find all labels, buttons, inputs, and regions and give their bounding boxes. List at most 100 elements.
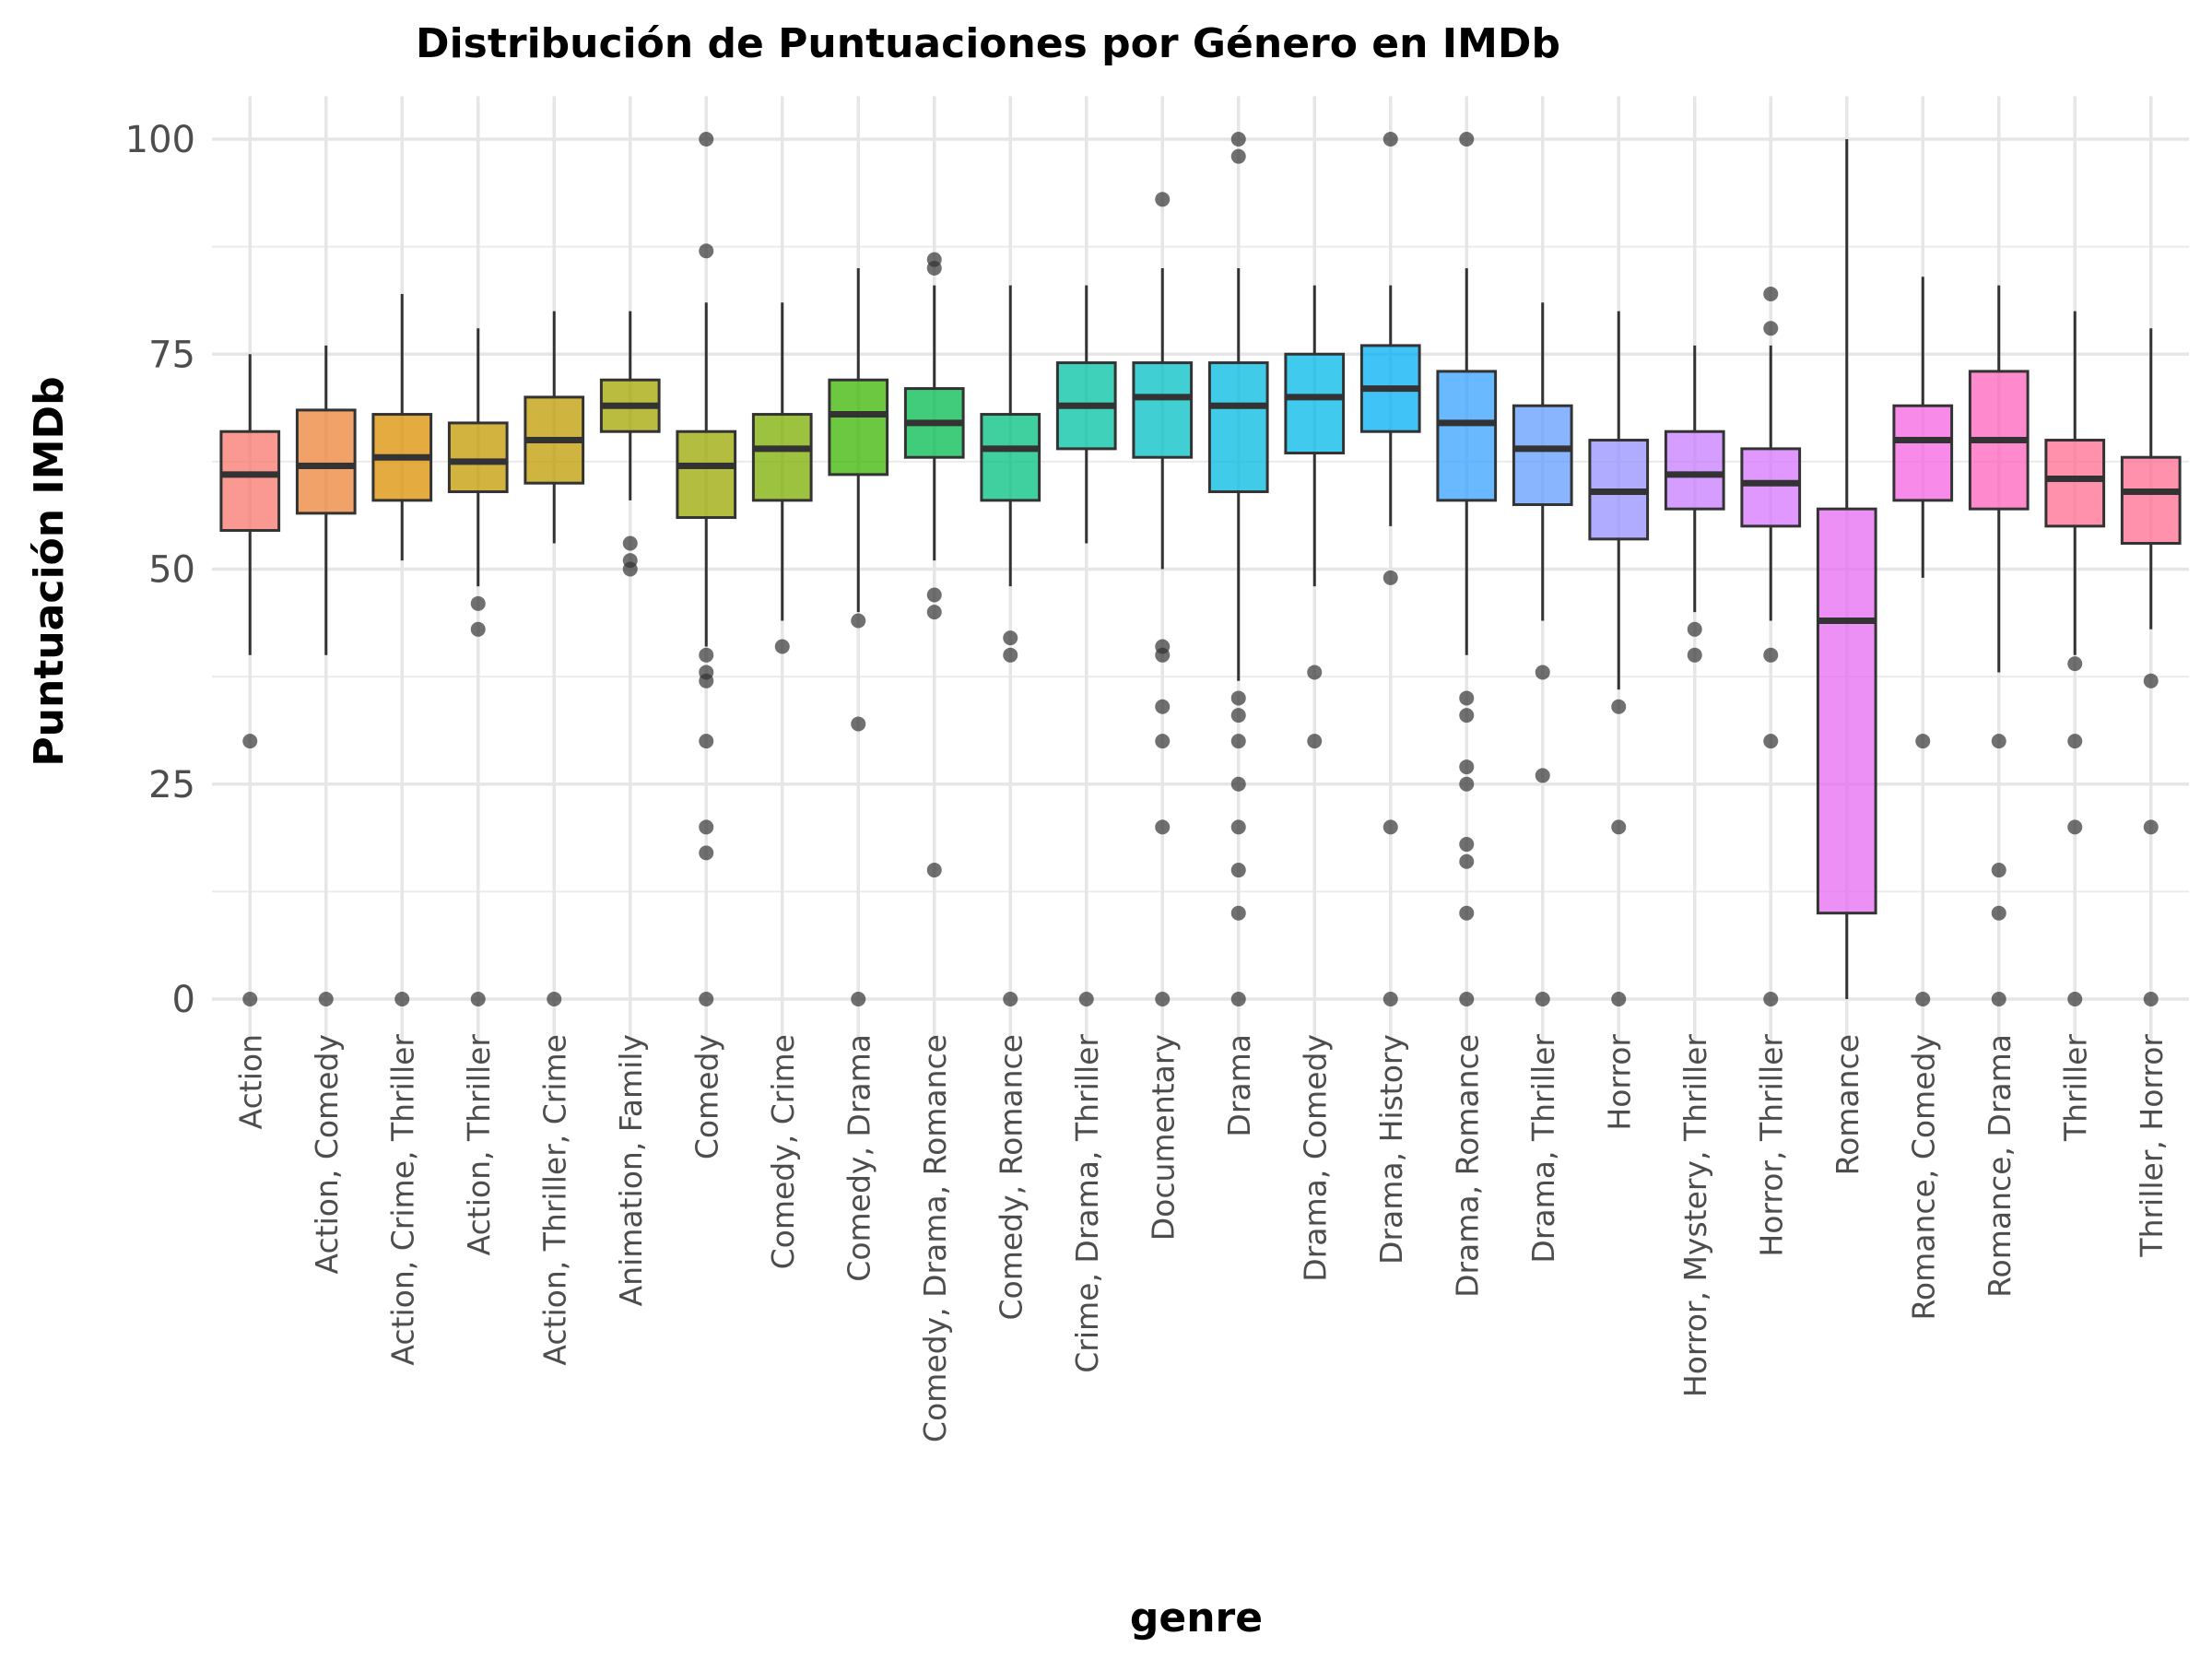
outlier-point (242, 992, 258, 1006)
outlier-point (1459, 759, 1475, 775)
outlier-point (1382, 819, 1398, 835)
outlier-point (622, 535, 638, 551)
x-tick-label: Drama (1221, 1034, 1257, 1137)
outlier-point (318, 992, 334, 1006)
outlier-point (1382, 132, 1398, 147)
outlier-point (1459, 708, 1475, 724)
x-tick-label: Animation, Family (613, 1034, 649, 1306)
outlier-point (1230, 734, 1246, 749)
box-body (828, 378, 889, 477)
box-14 (1207, 132, 1269, 1006)
x-tick-label: Romance, Drama (1982, 1034, 2018, 1298)
box-15 (1284, 285, 1346, 749)
x-tick-label: Comedy, Drama, Romance (917, 1034, 953, 1442)
box-body (751, 413, 813, 502)
box-12 (1055, 285, 1117, 1006)
boxes-layer (219, 132, 2182, 1006)
outlier-point (1003, 647, 1018, 663)
outlier-point (1307, 734, 1323, 749)
outlier-point (1687, 647, 1702, 663)
outlier-point (1078, 992, 1094, 1006)
box-21 (1740, 286, 1802, 1006)
box-5 (524, 311, 585, 1006)
outlier-point (1459, 776, 1475, 792)
outlier-point (242, 734, 258, 749)
x-tick-label: Horror, Mystery, Thriller (1677, 1034, 1713, 1398)
box-10 (903, 252, 965, 878)
outlier-point (851, 613, 866, 629)
box-22 (1816, 139, 1877, 999)
outlier-point (2067, 819, 2083, 835)
box-body (1740, 447, 1802, 528)
box-3 (371, 293, 433, 1006)
box-body (1512, 404, 1573, 507)
outlier-point (774, 639, 790, 654)
box-body (1892, 404, 1954, 502)
box-24 (1968, 285, 2030, 1006)
x-tick-label: Drama, Romance (1449, 1034, 1485, 1298)
outlier-point (1763, 321, 1779, 336)
box-16 (1359, 132, 1421, 1006)
outlier-point (470, 621, 486, 637)
outlier-point (1687, 621, 1702, 637)
outlier-point (1230, 819, 1246, 835)
box-body (980, 413, 1041, 502)
outlier-point (470, 595, 486, 611)
box-body (1816, 507, 1877, 915)
x-tick-label: Comedy (688, 1034, 724, 1159)
outlier-point (851, 716, 866, 732)
outlier-point (926, 605, 942, 620)
x-tick-label: Action, Thriller (461, 1034, 497, 1256)
outlier-point (2067, 992, 2083, 1006)
box-body (1284, 352, 1346, 455)
outlier-point (1611, 699, 1627, 714)
outlier-point (926, 863, 942, 878)
outlier-point (1382, 570, 1398, 585)
box-11 (980, 285, 1041, 1006)
x-tick-label: Comedy, Drama (841, 1034, 877, 1282)
x-axis-title: genre (1130, 1594, 1263, 1641)
outlier-point (699, 734, 714, 749)
box-2 (295, 345, 357, 1006)
outlier-point (2143, 992, 2159, 1006)
outlier-point (1155, 992, 1171, 1006)
x-tick-label: Thriller, Horror (2134, 1034, 2170, 1258)
outlier-point (2067, 656, 2083, 672)
box-19 (1588, 311, 1650, 1006)
outlier-point (1230, 992, 1246, 1006)
grid-lines (212, 96, 2189, 1042)
box-body (1132, 361, 1194, 459)
outlier-point (1230, 776, 1246, 792)
box-25 (2044, 311, 2106, 1006)
outlier-point (1915, 992, 1931, 1006)
outlier-point (926, 587, 942, 603)
outlier-point (2143, 673, 2159, 688)
x-tick-label: Action (232, 1034, 268, 1129)
outlier-point (926, 260, 942, 276)
outlier-point (699, 647, 714, 663)
box-body (2044, 439, 2106, 528)
outlier-point (1991, 992, 2006, 1006)
outlier-point (470, 992, 486, 1006)
y-tick-labels: 0 25 50 75 100 (125, 119, 195, 1021)
outlier-point (1230, 708, 1246, 724)
outlier-point (1763, 286, 1779, 301)
outlier-point (1459, 837, 1475, 853)
box-body (447, 421, 509, 494)
x-tick-label: Drama, Comedy (1297, 1034, 1333, 1282)
box-body (676, 429, 737, 520)
outlier-point (1991, 905, 2006, 921)
outlier-point (1763, 992, 1779, 1006)
outlier-point (1459, 992, 1475, 1006)
outlier-point (1915, 734, 1931, 749)
outlier-point (699, 845, 714, 861)
box-body (1664, 429, 1725, 511)
outlier-point (1230, 132, 1246, 147)
outlier-point (1230, 148, 1246, 164)
outlier-point (1459, 132, 1475, 147)
box-body (219, 429, 281, 533)
outlier-point (699, 243, 714, 259)
y-tick-label: 75 (148, 334, 195, 376)
outlier-point (1155, 819, 1171, 835)
